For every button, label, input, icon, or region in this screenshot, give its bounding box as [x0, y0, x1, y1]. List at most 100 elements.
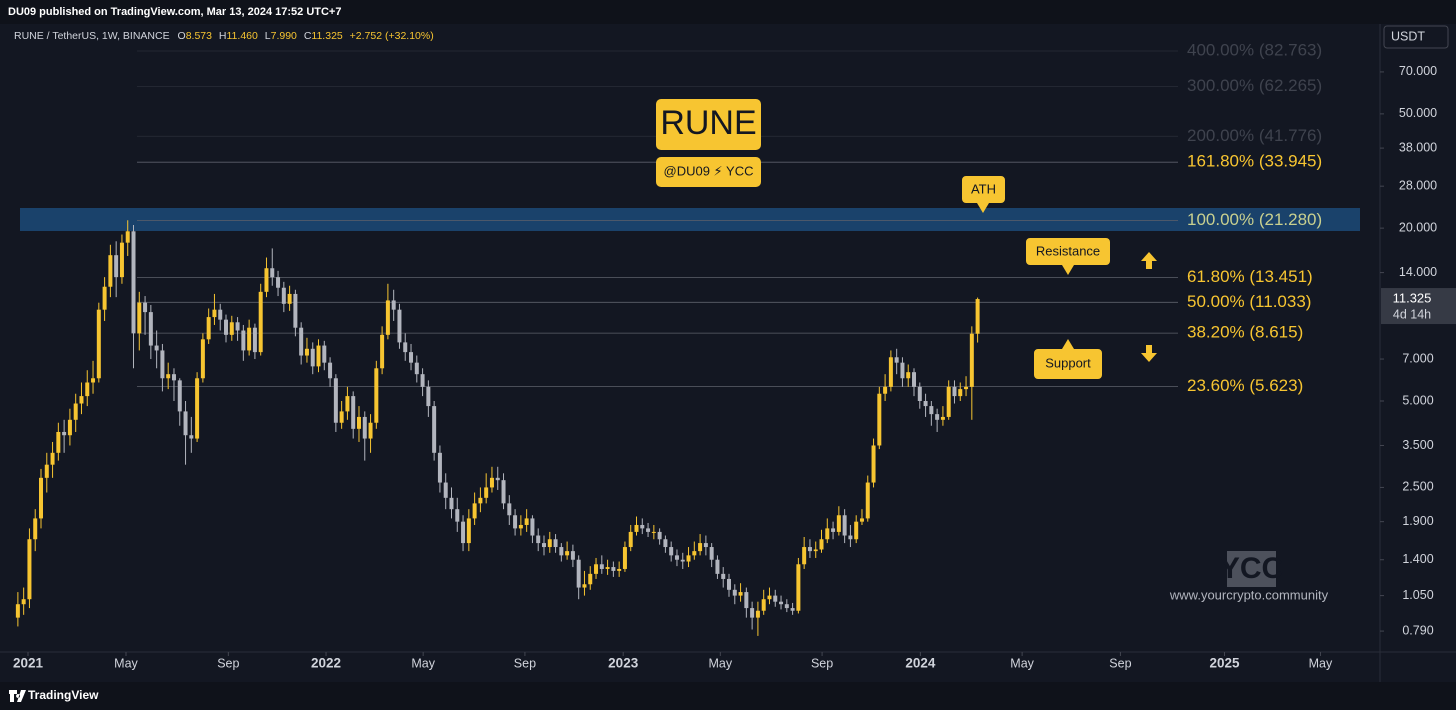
- candle-body: [21, 599, 26, 605]
- candle-body: [686, 555, 691, 562]
- candle-body: [750, 608, 755, 618]
- candle-body: [224, 319, 229, 335]
- resistance-callout: [1026, 238, 1110, 275]
- fib-label: 50.00% (11.033): [1187, 292, 1311, 311]
- candle-body: [779, 601, 784, 605]
- candle-body: [975, 299, 980, 334]
- up-arrow: [1141, 252, 1157, 269]
- candle-body: [403, 342, 408, 353]
- ath-label: ATH: [971, 181, 996, 196]
- candle-body: [56, 431, 61, 453]
- title: RUNE: [660, 104, 756, 142]
- candle-body: [73, 403, 78, 420]
- change: +2.752 (+32.10%): [350, 30, 434, 42]
- candle-body: [27, 539, 32, 600]
- candle-body: [62, 431, 67, 436]
- watermark-box: [1227, 551, 1276, 587]
- candle-body: [842, 515, 847, 536]
- fib-label: 200.00% (41.776): [1187, 126, 1322, 145]
- ath-callout: [962, 176, 1005, 213]
- candle-body: [304, 348, 309, 356]
- candle-body: [969, 333, 974, 387]
- candle-body: [605, 567, 610, 569]
- candle-body: [449, 497, 454, 510]
- candle-body: [212, 309, 217, 318]
- candle-body: [328, 362, 333, 379]
- candle-body: [929, 406, 934, 415]
- candle-body: [871, 445, 876, 483]
- candle-body: [813, 549, 818, 552]
- candle-body: [119, 242, 124, 278]
- candle-body: [489, 477, 494, 488]
- candle-body: [888, 357, 893, 387]
- candle-body: [85, 382, 90, 397]
- countdown: 4d 14h: [1393, 307, 1431, 321]
- ohlc-key: O: [178, 30, 186, 42]
- ohlc-value: 11.460: [227, 30, 258, 42]
- candle-body: [698, 543, 703, 552]
- candle-body: [807, 547, 812, 552]
- candle-body: [935, 414, 940, 420]
- candle-body: [958, 389, 963, 397]
- candle-body: [628, 531, 633, 548]
- candle-body: [351, 396, 356, 429]
- candle-body: [883, 386, 888, 394]
- candle-body: [825, 528, 830, 540]
- candle-body: [374, 368, 379, 423]
- publisher: DU09 published on TradingView.com, Mar 1…: [8, 6, 341, 18]
- candle-body: [258, 291, 263, 353]
- candle-body: [865, 482, 870, 519]
- y-tick-label: 5.000: [1402, 393, 1433, 407]
- candle-body: [44, 464, 49, 478]
- candle-body: [721, 573, 726, 579]
- fib-label: 38.20% (8.615): [1187, 323, 1303, 342]
- x-tick-label: May: [114, 656, 138, 670]
- ohlc-key: H: [219, 30, 227, 42]
- candle-body: [148, 312, 153, 346]
- x-tick-label: 2022: [311, 656, 341, 671]
- candle-body: [195, 378, 200, 439]
- candle-body: [189, 435, 194, 439]
- candle-body: [218, 309, 223, 320]
- symbol: RUNE / TetherUS, 1W, BINANCE: [14, 30, 170, 42]
- candle-body: [270, 268, 275, 278]
- candle-body: [784, 604, 789, 609]
- candle-body: [472, 503, 477, 519]
- candle-body: [547, 539, 552, 548]
- watermark-logo: YCC: [1220, 552, 1283, 585]
- fib-label: 61.80% (13.451): [1187, 267, 1313, 286]
- ohlc-key: C: [304, 30, 312, 42]
- candle-body: [247, 327, 252, 351]
- candle-body: [143, 302, 148, 313]
- candle-body: [946, 386, 951, 417]
- ath-zone: [20, 208, 1360, 231]
- y-tick-label: 3.500: [1402, 438, 1433, 452]
- candle-body: [518, 524, 523, 529]
- candle-body: [461, 521, 466, 544]
- candle-body: [177, 380, 182, 412]
- candle-body: [183, 411, 188, 436]
- ohlc-key: L: [265, 30, 271, 42]
- candle-body: [507, 503, 512, 516]
- candle-body: [524, 518, 529, 525]
- candle-body: [160, 350, 165, 379]
- candle-body: [33, 518, 38, 540]
- candle-body: [715, 559, 720, 574]
- candle-body: [541, 543, 546, 548]
- candle-body: [252, 327, 257, 353]
- candle-body: [276, 277, 281, 288]
- x-tick-label: Sep: [1109, 656, 1131, 670]
- candle-body: [964, 386, 969, 390]
- candle-body: [241, 330, 246, 351]
- candle-body: [796, 564, 801, 611]
- candle-body: [478, 497, 483, 504]
- currency-box[interactable]: [1383, 25, 1449, 49]
- candle-body: [102, 286, 107, 310]
- y-tick-label: 14.000: [1399, 265, 1437, 279]
- candle-body: [900, 362, 905, 379]
- fib-label: 300.00% (62.265): [1187, 76, 1322, 95]
- candle-body: [582, 584, 587, 588]
- fib-label: 23.60% (5.623): [1187, 376, 1303, 395]
- x-tick-label: 2023: [608, 656, 639, 671]
- fib-label: 100.00% (21.280): [1187, 210, 1322, 229]
